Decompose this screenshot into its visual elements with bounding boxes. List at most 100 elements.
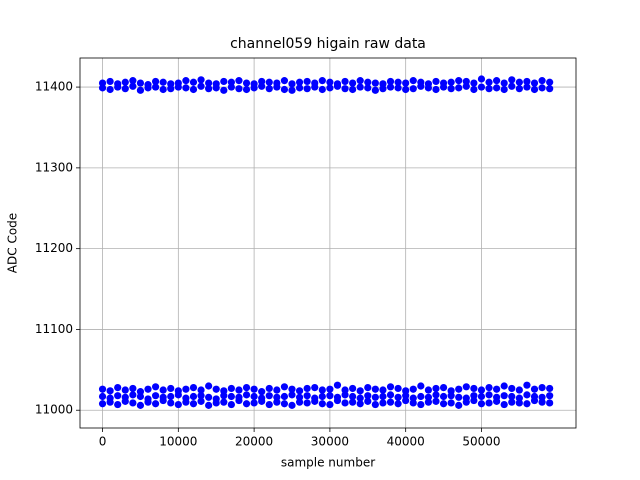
data-point (197, 82, 205, 90)
data-point (439, 384, 448, 392)
data-point (341, 399, 349, 407)
data-point (530, 392, 539, 401)
x-tick-label: 0 (99, 435, 107, 449)
data-point (220, 387, 228, 395)
data-point (182, 394, 190, 402)
data-point (167, 384, 175, 393)
data-point (455, 393, 463, 401)
data-point (205, 85, 213, 93)
data-point (394, 400, 402, 408)
data-point (515, 85, 523, 93)
data-point (523, 77, 531, 86)
data-point (303, 384, 311, 393)
data-point (439, 79, 448, 87)
data-point (106, 387, 114, 395)
data-point (114, 392, 122, 400)
data-point (311, 394, 319, 402)
data-point (295, 84, 304, 92)
data-point (189, 78, 198, 86)
data-point (106, 394, 114, 402)
data-point (174, 79, 182, 87)
data-point (500, 400, 508, 409)
data-point (500, 85, 508, 94)
data-point (341, 386, 349, 394)
data-point (159, 393, 167, 401)
data-point (493, 84, 501, 92)
data-point (462, 394, 470, 402)
data-point (447, 387, 455, 395)
data-point (98, 385, 107, 393)
y-axis-label: ADC Code (6, 213, 20, 273)
data-point (250, 80, 258, 88)
data-point (98, 79, 107, 87)
data-point (386, 391, 395, 399)
data-point (523, 400, 531, 408)
data-point (318, 85, 326, 94)
data-point (288, 80, 296, 88)
data-point (189, 384, 198, 392)
data-point (250, 392, 258, 401)
data-point (159, 386, 167, 394)
data-point (189, 400, 198, 408)
data-point (326, 78, 334, 86)
data-point (129, 391, 137, 399)
data-point (538, 393, 546, 401)
data-point (136, 86, 145, 94)
data-point (417, 78, 425, 86)
data-point (439, 392, 448, 401)
data-point (508, 76, 516, 84)
data-point (455, 401, 463, 409)
data-point (349, 392, 357, 401)
data-point (295, 387, 304, 395)
data-point (371, 393, 379, 401)
data-point (235, 386, 243, 394)
data-point (379, 399, 387, 407)
data-point (205, 401, 213, 409)
data-point (98, 392, 107, 401)
y-tick-label: 11400 (35, 80, 73, 94)
data-point (356, 83, 364, 91)
data-point (386, 77, 395, 86)
data-point (265, 392, 273, 400)
data-point (477, 400, 486, 408)
data-point (303, 399, 311, 407)
y-tick-label: 11300 (35, 160, 73, 174)
data-point (485, 399, 493, 407)
data-point (250, 399, 258, 407)
data-point (326, 84, 334, 92)
data-point (417, 382, 425, 390)
data-point (402, 79, 410, 87)
data-point (515, 394, 523, 402)
data-point (167, 399, 175, 407)
data-point (326, 385, 334, 393)
data-point (212, 395, 220, 403)
data-point (439, 400, 448, 408)
data-point (523, 391, 531, 399)
data-point (318, 400, 326, 408)
data-point (303, 85, 311, 93)
y-tick-label: 11000 (35, 403, 73, 417)
data-point (364, 384, 372, 392)
data-point (417, 400, 425, 409)
data-point (235, 85, 243, 93)
data-point (508, 384, 516, 393)
data-point (167, 392, 175, 401)
data-point (273, 393, 281, 401)
data-point (288, 385, 296, 393)
data-point (470, 79, 478, 87)
data-point (424, 386, 433, 394)
data-point (379, 392, 387, 401)
data-point (303, 77, 311, 86)
data-point (386, 83, 395, 91)
data-point (280, 400, 289, 408)
data-point (424, 393, 433, 401)
data-point (205, 79, 213, 87)
data-point (500, 382, 508, 390)
data-point (530, 79, 539, 87)
data-point (151, 83, 160, 91)
data-point (129, 384, 137, 393)
data-point (318, 386, 326, 394)
x-tick-label: 10000 (159, 435, 197, 449)
data-point (151, 392, 160, 400)
